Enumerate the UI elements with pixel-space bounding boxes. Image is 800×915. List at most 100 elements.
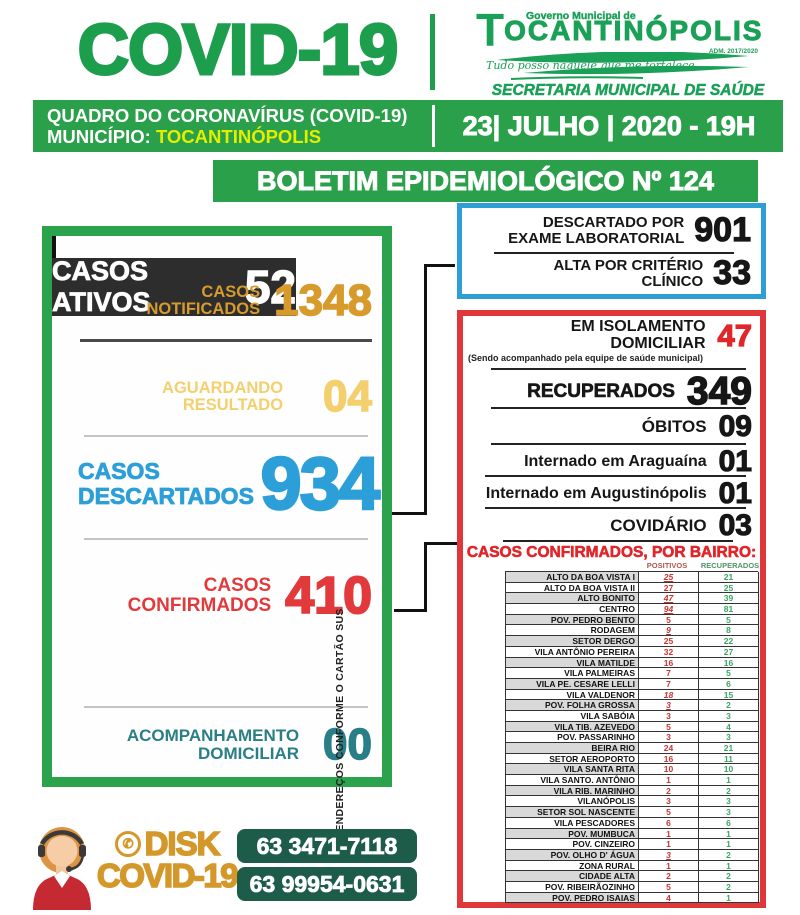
divider bbox=[494, 252, 734, 254]
stat-internado-augustinopolis: Internado em Augustinópolis 01 bbox=[467, 476, 753, 511]
stat-value: 09 bbox=[718, 409, 752, 443]
stat-label: CASOS CONFIRMADOS bbox=[127, 575, 272, 616]
municipio-prefix: MUNICÍPIO: bbox=[47, 126, 156, 147]
table-row-recuperados: 11 bbox=[699, 753, 759, 765]
table-row-name: BEIRA RIO bbox=[506, 743, 639, 754]
bracket-descartados-bottom bbox=[392, 512, 427, 515]
table-row-name: VILANÓPOLIS bbox=[506, 796, 639, 808]
table-row-name: POV. PEDRO BENTO bbox=[506, 614, 639, 626]
disk-word: DISK bbox=[144, 825, 221, 862]
table-row-positivos: 5 bbox=[639, 881, 699, 893]
table-row-positivos: 16 bbox=[639, 657, 699, 669]
table-row-positivos: 10 bbox=[639, 764, 699, 776]
bracket-confirmados-bottom bbox=[394, 609, 427, 612]
table-row-positivos: 16 bbox=[639, 753, 699, 765]
divider bbox=[485, 475, 746, 477]
bulletin-date: 23| JULHO | 2020 - 19H bbox=[462, 110, 756, 141]
table-row-positivos: 7 bbox=[639, 668, 699, 679]
table-row-positivos: 32 bbox=[639, 646, 699, 658]
divider bbox=[491, 368, 746, 370]
bairros-table-title: CASOS CONFIRMADOS, POR BAIRRO: bbox=[466, 544, 757, 562]
table-row-name: CIDADE ALTA bbox=[506, 871, 639, 882]
table-row-recuperados: 21 bbox=[699, 743, 759, 754]
header-banner: QUADRO DO CORONAVÍRUS (COVID-19) MUNICÍP… bbox=[33, 100, 783, 152]
disk-line2: COVID-19 bbox=[96, 857, 239, 894]
table-row-name: POV. PASSARINHO bbox=[506, 732, 639, 743]
stat-alta-criterio-clinico: ALTA POR CRITÉRIO CLÍNICO 33 bbox=[466, 253, 752, 293]
table-row-recuperados: 10 bbox=[699, 764, 759, 776]
divider bbox=[84, 538, 368, 540]
stat-recuperados: RECUPERADOS 349 bbox=[467, 369, 753, 414]
banner-caption: QUADRO DO CORONAVÍRUS (COVID-19) MUNICÍP… bbox=[47, 105, 407, 147]
stat-value: 04 bbox=[322, 371, 372, 422]
stat-label: AGUARDANDO RESULTADO bbox=[162, 378, 284, 414]
stat-label: ÓBITOS bbox=[641, 417, 707, 437]
table-row-name: ZONA RURAL bbox=[506, 860, 639, 872]
stat-obitos: ÓBITOS 09 bbox=[467, 409, 753, 444]
table-row-recuperados: 1 bbox=[699, 775, 759, 786]
table-row-recuperados: 25 bbox=[699, 582, 759, 594]
table-row-positivos: 9 bbox=[639, 625, 699, 637]
table-row-name: VILA TIB. AZEVEDO bbox=[506, 721, 639, 733]
table-row-recuperados: 16 bbox=[699, 657, 759, 669]
stat-label: Internado em Araguaína bbox=[524, 452, 707, 470]
logo-wordmark: TOCANTINÓPOLIS bbox=[476, 7, 786, 53]
table-row-name: POV. OLHO D' ÁGUA bbox=[506, 849, 639, 861]
banner-line2: MUNICÍPIO: TOCANTINÓPOLIS bbox=[47, 126, 407, 147]
table-row-name: POV. MUMBUCA bbox=[506, 828, 639, 840]
divider bbox=[503, 540, 733, 542]
stat-covidario: COVIDÁRIO 03 bbox=[467, 508, 752, 543]
logo-name: OCANTINÓPOLIS bbox=[504, 15, 764, 47]
table-row-name: VILA PALMEIRAS bbox=[506, 668, 639, 679]
main-stats-panel: CASOS NOTIFICADOS 1348 AGUARDANDO RESULT… bbox=[42, 226, 392, 787]
stat-casos-ativos: CASOS ATIVOS 52 bbox=[52, 256, 297, 318]
table-row-positivos: 25 bbox=[639, 636, 699, 647]
phone-number-1: 63 3471-7118 bbox=[237, 829, 417, 863]
bracket-descartados-top bbox=[424, 264, 455, 267]
table-row-positivos: 6 bbox=[639, 817, 699, 829]
divider bbox=[491, 443, 746, 445]
table-row-recuperados: 4 bbox=[699, 721, 759, 733]
table-row-name: VILA PESCADORES bbox=[506, 817, 639, 829]
table-row-name: POV. CINZEIRO bbox=[506, 839, 639, 850]
table-row-name: POV. RIBEIRÃOZINHO bbox=[506, 881, 639, 893]
stat-value: 33 bbox=[713, 253, 752, 292]
table-row-positivos: 1 bbox=[639, 828, 699, 840]
divider bbox=[485, 507, 746, 509]
table-row-positivos: 94 bbox=[639, 604, 699, 615]
logo-gov-line: Governo Municipal de bbox=[526, 10, 636, 22]
table-row-name: VILA VALDENOR bbox=[506, 689, 639, 701]
table-row-positivos: 47 bbox=[639, 593, 699, 605]
table-row-name: VILA SANTO. ANTÔNIO bbox=[506, 775, 639, 786]
confirmados-detail-panel: EM ISOLAMENTO DOMICILIAR 47 (Sendo acomp… bbox=[457, 310, 766, 908]
table-row-positivos: 1 bbox=[639, 860, 699, 872]
table-row-positivos: 5 bbox=[639, 807, 699, 818]
table-row-positivos: 4 bbox=[639, 892, 699, 904]
stat-value: 01 bbox=[718, 476, 752, 510]
headset-operator-icon bbox=[33, 827, 91, 910]
table-row-positivos: 3 bbox=[639, 849, 699, 861]
stat-isolamento-domiciliar: EM ISOLAMENTO DOMICILIAR 47 bbox=[467, 317, 753, 354]
table-row-recuperados: 6 bbox=[699, 678, 759, 690]
stat-value: 00 bbox=[322, 719, 372, 770]
table-row-name: SETOR DERGO bbox=[506, 636, 639, 647]
municipality-logo: TOCANTINÓPOLIS Governo Municipal de ADM.… bbox=[468, 4, 788, 100]
table-row-recuperados: 21 bbox=[699, 572, 759, 583]
bulletin-number-banner: BOLETIM EPIDEMIOLÓGICO Nº 124 bbox=[213, 160, 758, 202]
table-row-recuperados: 1 bbox=[699, 828, 759, 840]
table-row-positivos: 7 bbox=[639, 678, 699, 690]
table-row-name: VILA ANTÔNIO PEREIRA bbox=[506, 646, 639, 658]
banner-line1: QUADRO DO CORONAVÍRUS (COVID-19) bbox=[47, 105, 408, 126]
stat-value: 349 bbox=[686, 369, 753, 414]
table-row-recuperados: 2 bbox=[699, 871, 759, 882]
logo-secretaria: SECRETARIA MUNICIPAL DE SAÚDE bbox=[491, 82, 765, 100]
table-row-recuperados: 3 bbox=[699, 807, 759, 818]
column-header-positivos: POSITIVOS bbox=[646, 561, 688, 570]
table-row-positivos: 3 bbox=[639, 796, 699, 808]
bairros-table: ALTO DA BOA VISTA I 25 21 ALTO DA BOA VISTA… bbox=[505, 571, 759, 904]
table-row-recuperados: 1 bbox=[699, 860, 759, 872]
table-row-recuperados: 15 bbox=[699, 689, 759, 701]
stat-label: CASOS NOTIFICADOS bbox=[146, 282, 261, 318]
divider bbox=[84, 706, 368, 708]
